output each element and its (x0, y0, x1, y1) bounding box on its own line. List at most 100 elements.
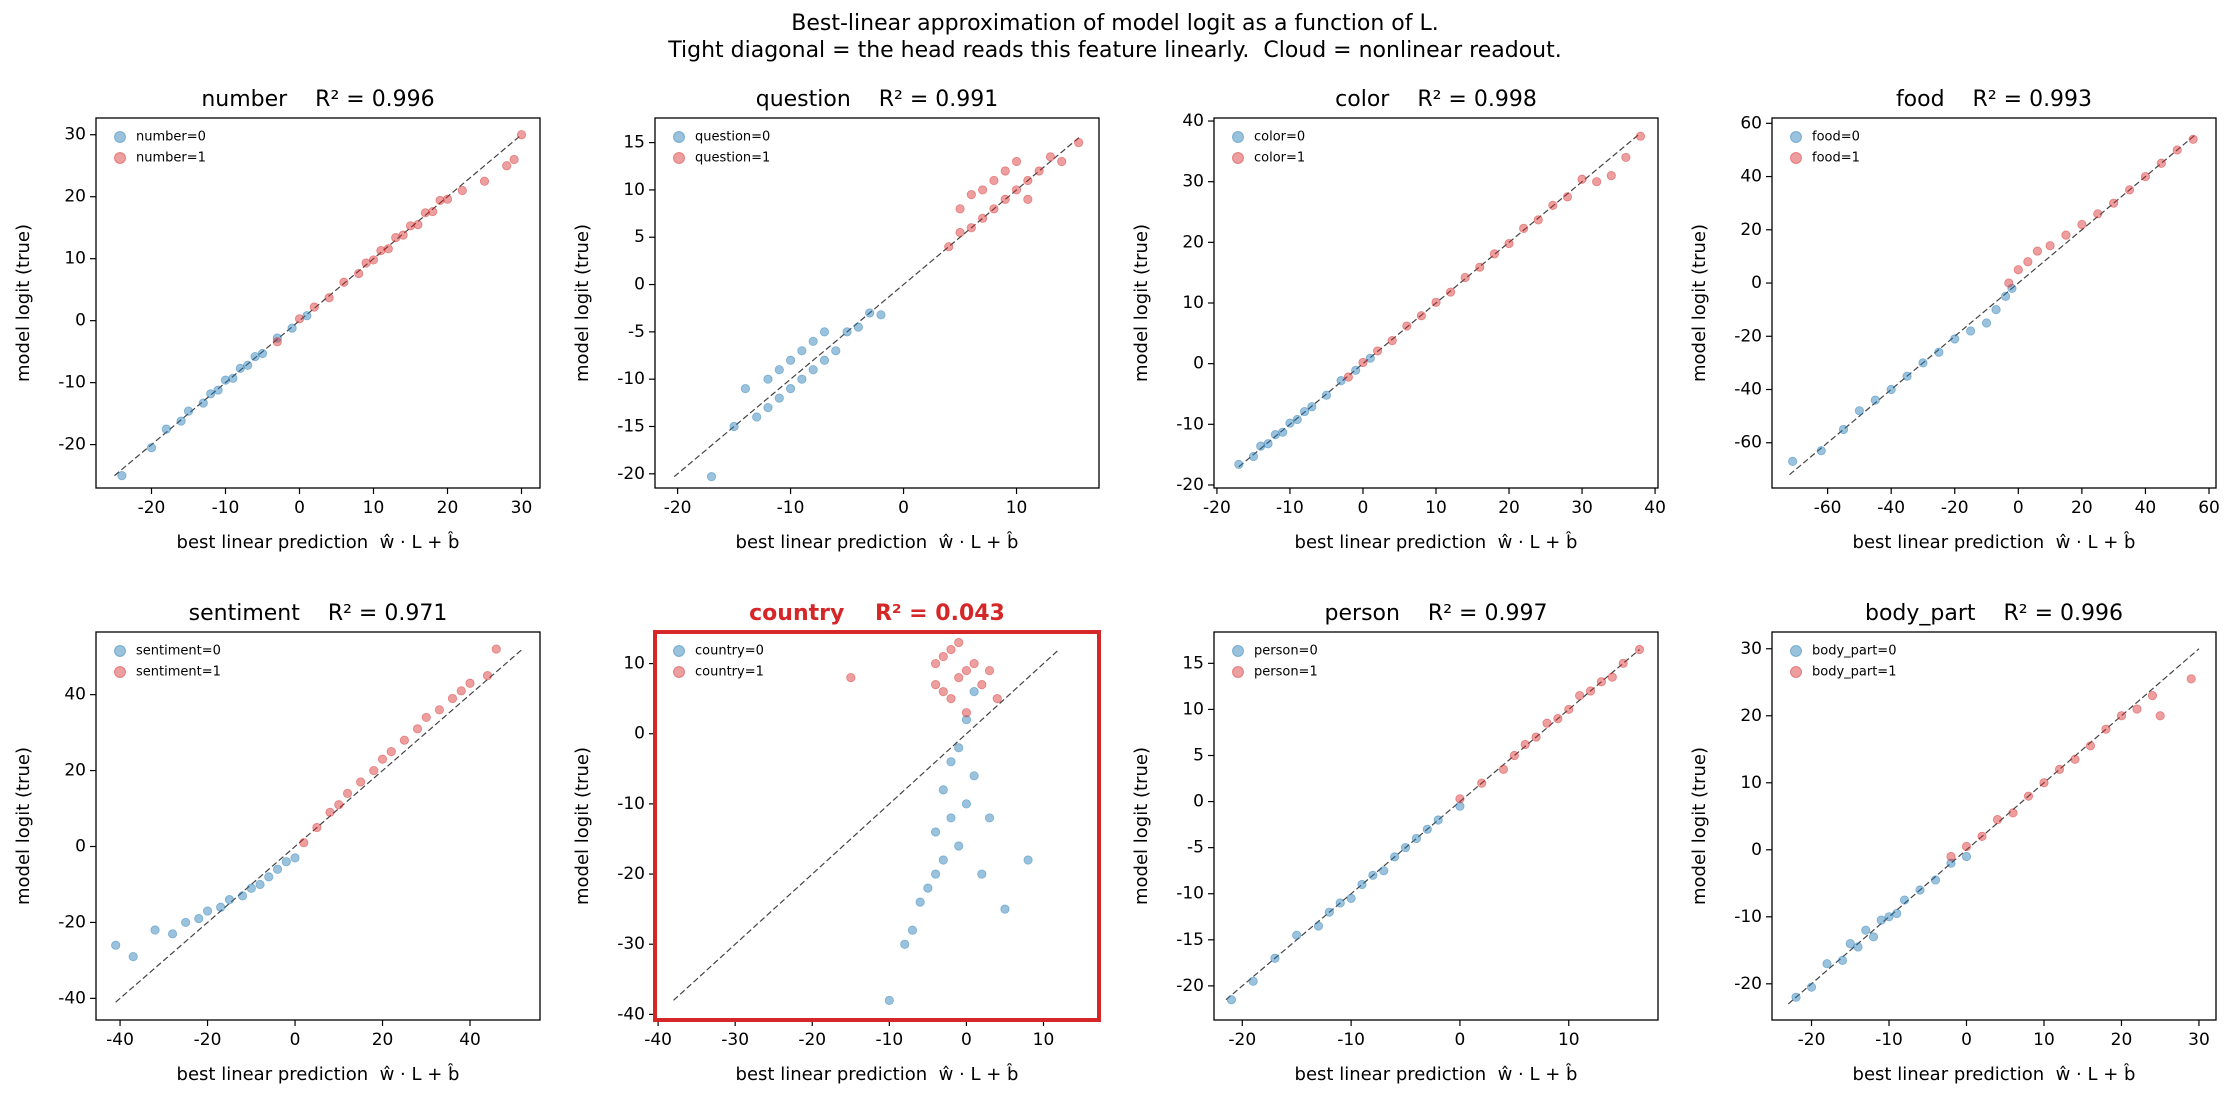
data-point (1455, 801, 1465, 811)
data-point (785, 384, 796, 394)
x-tick-label: 10 (2033, 1030, 2055, 1050)
data-point (334, 800, 344, 810)
x-tick-label: 0 (1961, 1030, 1972, 1050)
data-point (1248, 451, 1259, 462)
data-point (220, 375, 231, 385)
y-tick-label: 30 (1182, 172, 1204, 192)
data-point (1868, 932, 1879, 942)
data-point (752, 412, 762, 422)
data-point (1368, 870, 1378, 880)
data-point (1000, 194, 1010, 204)
data-point (2140, 171, 2151, 182)
data-point (1634, 644, 1645, 655)
x-tick-label: -20 (138, 498, 166, 518)
legend-marker (673, 152, 685, 164)
data-point (2093, 209, 2103, 219)
y-tick-label: -30 (617, 934, 645, 954)
legend-marker (1790, 131, 1802, 143)
data-point (1263, 439, 1273, 449)
data-point (1292, 930, 1302, 940)
y-tick-label: 40 (1740, 167, 1762, 187)
data-point (1357, 879, 1367, 890)
data-point (1390, 852, 1400, 862)
y-tick-label: -20 (617, 864, 645, 884)
data-point (1791, 992, 1801, 1002)
data-point (509, 154, 519, 165)
data-point (405, 221, 416, 231)
data-point (989, 204, 999, 214)
legend-marker (114, 645, 126, 657)
data-point (1902, 371, 1912, 381)
y-tick-label: -20 (58, 912, 86, 932)
data-point (846, 673, 856, 683)
x-tick-label: 30 (511, 498, 533, 518)
data-point (150, 925, 160, 935)
data-point (1981, 318, 1992, 328)
data-point (966, 190, 976, 200)
y-tick-label: 0 (634, 275, 645, 295)
data-point (1531, 732, 1541, 742)
data-point (930, 869, 941, 879)
y-tick-label: -10 (1734, 907, 1762, 927)
x-tick-label: -20 (664, 498, 692, 518)
data-point (1498, 764, 1509, 774)
y-tick-label: 5 (1193, 745, 1204, 765)
data-point (1870, 395, 1880, 405)
legend-marker (114, 666, 126, 678)
data-point (1854, 406, 1865, 416)
data-point (1248, 976, 1258, 986)
y-axis-label: model logit (true) (1131, 747, 1152, 905)
diagonal-line (673, 649, 1060, 1001)
legend-label: color=0 (1254, 130, 1305, 145)
x-tick-label: 30 (1571, 498, 1593, 518)
data-point (946, 757, 956, 767)
y-tick-label: 0 (1751, 273, 1762, 293)
x-tick-label: -40 (106, 1030, 134, 1050)
y-tick-label: -40 (58, 988, 86, 1008)
data-point (1011, 185, 1022, 195)
x-tick-label: 10 (363, 498, 385, 518)
data-point (2155, 711, 2165, 721)
data-point (1520, 739, 1530, 750)
data-point (1853, 942, 1863, 952)
data-point (1961, 851, 1972, 862)
legend-marker (114, 152, 126, 164)
data-point (2013, 265, 2023, 275)
data-point (1226, 995, 1237, 1005)
data-point (1950, 334, 1960, 344)
subplot: -20 -10 0 10 -20 -15 -10 -5 0 5 10 15 question=0 ques… (572, 87, 1100, 553)
x-tick-label: 0 (1358, 498, 1369, 518)
data-point (1365, 353, 1375, 363)
data-point (420, 208, 430, 218)
x-tick-label: 30 (2188, 1030, 2210, 1050)
data-point (1607, 672, 1617, 682)
legend-label: country=0 (695, 644, 764, 659)
data-point (1000, 904, 1010, 914)
y-tick-label: 60 (1740, 113, 1762, 133)
axes-frame (1213, 631, 1659, 1021)
data-point (1489, 249, 1500, 259)
data-point (808, 365, 818, 375)
x-tick-label: 0 (2013, 498, 2024, 518)
y-tick-label: -10 (617, 794, 645, 814)
x-tick-label: 20 (1498, 498, 1520, 518)
y-tick-label: 0 (1751, 840, 1762, 860)
subplot-title: food R² = 0.993 (1896, 87, 2092, 112)
data-point (128, 951, 138, 962)
legend-label: number=1 (136, 151, 206, 166)
legend-label: color=1 (1254, 151, 1305, 166)
legend-label: food=0 (1812, 130, 1860, 145)
data-point (1886, 384, 1896, 395)
data-point (383, 244, 393, 254)
data-point (391, 233, 401, 243)
data-point (194, 914, 204, 924)
data-point (421, 712, 431, 723)
x-axis-label: best linear prediction ŵ · L + b̂ (1295, 1064, 1578, 1085)
legend-marker (673, 645, 685, 657)
data-point (984, 813, 995, 823)
y-tick-label: 15 (623, 133, 645, 153)
data-point (482, 671, 493, 681)
data-point (1577, 174, 1587, 184)
legend-label: question=0 (695, 130, 770, 145)
data-point (900, 939, 910, 949)
